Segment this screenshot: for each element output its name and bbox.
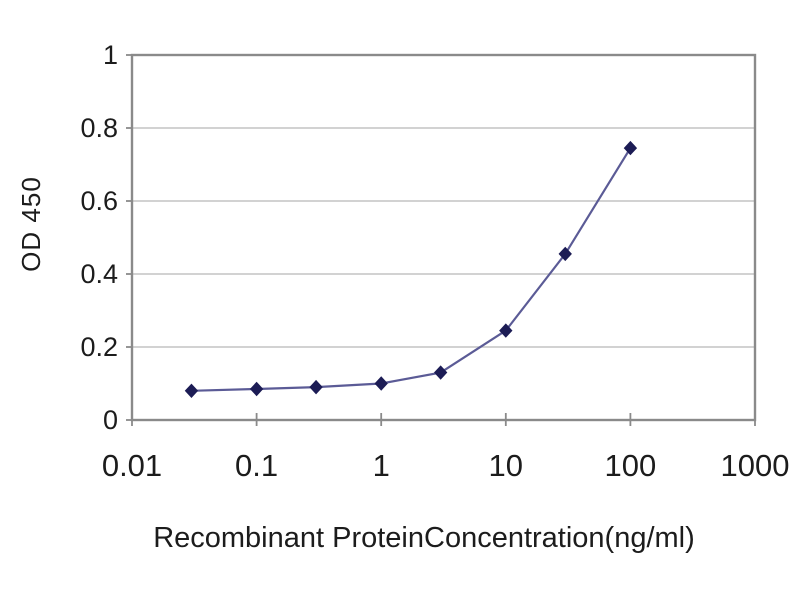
y-tick-label: 0.4	[80, 259, 118, 289]
x-tick-label: 0.1	[235, 448, 279, 483]
data-point-marker	[433, 365, 448, 380]
y-axis-title: OD 450	[16, 176, 46, 272]
x-tick-label: 100	[604, 448, 657, 483]
x-tick-label: 0.01	[101, 448, 163, 483]
data-point-marker	[499, 323, 513, 338]
y-tick-label: 1	[102, 40, 118, 70]
data-point-marker	[309, 379, 323, 395]
y-tick-label: 0.8	[80, 113, 118, 143]
data-point-marker	[249, 381, 264, 397]
x-tick-label: 1000	[720, 448, 790, 483]
data-point-marker	[374, 376, 388, 391]
plot-background	[132, 55, 755, 420]
x-axis-title: Recombinant ProteinConcentration(ng/ml)	[153, 522, 695, 554]
data-point-marker	[623, 140, 638, 156]
data-point-marker	[558, 246, 572, 262]
y-tick-label: 0.2	[80, 332, 118, 362]
series-line	[191, 147, 632, 392]
y-tick-label: 0.6	[80, 186, 118, 216]
x-tick-label: 1	[372, 448, 390, 483]
data-point-marker	[184, 383, 199, 399]
y-tick-label: 0	[102, 405, 118, 435]
x-tick-label: 10	[488, 448, 524, 483]
axis-frame	[130, 53, 757, 422]
